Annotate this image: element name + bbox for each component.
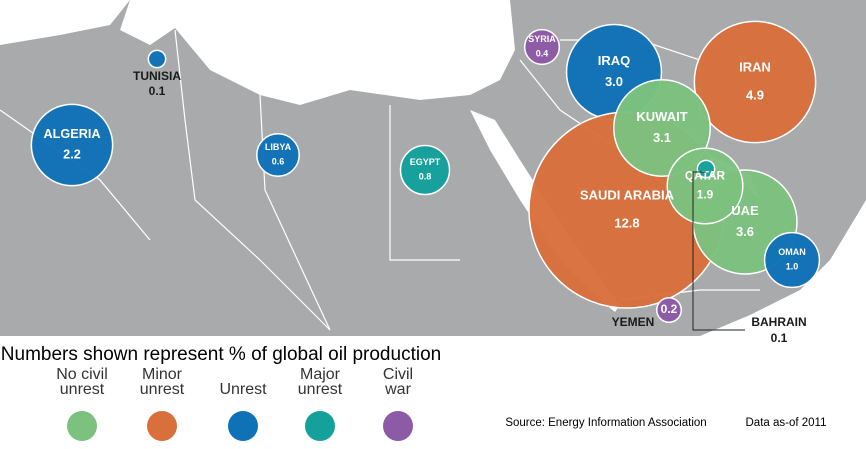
bubble-name: LIBYA (265, 142, 292, 152)
bubble (613, 79, 711, 177)
bubble (256, 133, 300, 177)
bubble-value: 2.2 (63, 148, 81, 162)
legend-swatch (147, 411, 177, 441)
bubble (30, 103, 114, 187)
bubble-name: IRAN (739, 59, 771, 74)
bubble-value: 1.0 (786, 262, 799, 272)
legend-label: No civil unrest (56, 366, 108, 398)
bubble-name: ALGERIA (43, 127, 100, 141)
bubble-value: 0.4 (536, 49, 549, 59)
legend-swatch (67, 411, 97, 441)
legend-label: Minor unrest (140, 366, 185, 398)
bubble (523, 28, 561, 66)
bubble-name: TUNISIA (133, 69, 181, 83)
bubble-name: QATAR (685, 169, 726, 183)
bubble-value: 0.6 (272, 157, 285, 167)
arabian-sea (700, 200, 866, 336)
source: Source: Energy Information Association (505, 417, 706, 429)
bubble (655, 296, 683, 324)
bubble (399, 144, 451, 196)
bubble-name: EGYPT (410, 157, 441, 167)
bubble-value: 3.6 (736, 224, 754, 239)
bubble (763, 231, 821, 289)
bubble-value: 0.2 (661, 302, 678, 316)
legend-swatch (305, 411, 335, 441)
bubble-value: 0.8 (419, 172, 432, 182)
bubble-name: SAUDI ARABIA (580, 187, 675, 202)
caption: Numbers shown represent % of global oil … (1, 344, 441, 365)
bubble-value: 3.1 (653, 130, 671, 145)
bubble (693, 20, 817, 144)
bahrain-leader (692, 171, 745, 331)
bubble-value: 1.9 (697, 188, 714, 202)
bubble (666, 147, 744, 225)
bubble (147, 49, 167, 69)
legend-label: Major unrest (298, 366, 343, 398)
legend-swatch (383, 411, 413, 441)
legend: No civil unrest Minor unrest Unrest Major unre… (56, 366, 413, 441)
legend-label: Civil war (383, 366, 413, 398)
legend-swatch (228, 411, 258, 441)
bubble-value: 12.8 (614, 215, 639, 230)
bubble-name: IRAQ (598, 53, 631, 68)
bubble-name: YEMEN (612, 315, 655, 329)
bubble-name: KUWAIT (636, 109, 687, 124)
bubble-name: OMAN (778, 247, 806, 257)
bubble (696, 159, 716, 179)
bubble-value: 4.9 (746, 87, 764, 102)
bubble-value: 3.0 (605, 74, 623, 89)
bubble-name: BAHRAIN (751, 315, 806, 329)
bubble-value: 0.1 (771, 331, 788, 345)
bubble-name: SYRIA (528, 34, 556, 44)
sea (0, 0, 130, 45)
bubble-name: UAE (731, 203, 759, 218)
legend-label: Unrest (219, 381, 267, 398)
data-note: Data as-of 2011 (746, 417, 827, 429)
sea (0, 0, 515, 105)
bubble-value: 0.1 (149, 84, 166, 98)
